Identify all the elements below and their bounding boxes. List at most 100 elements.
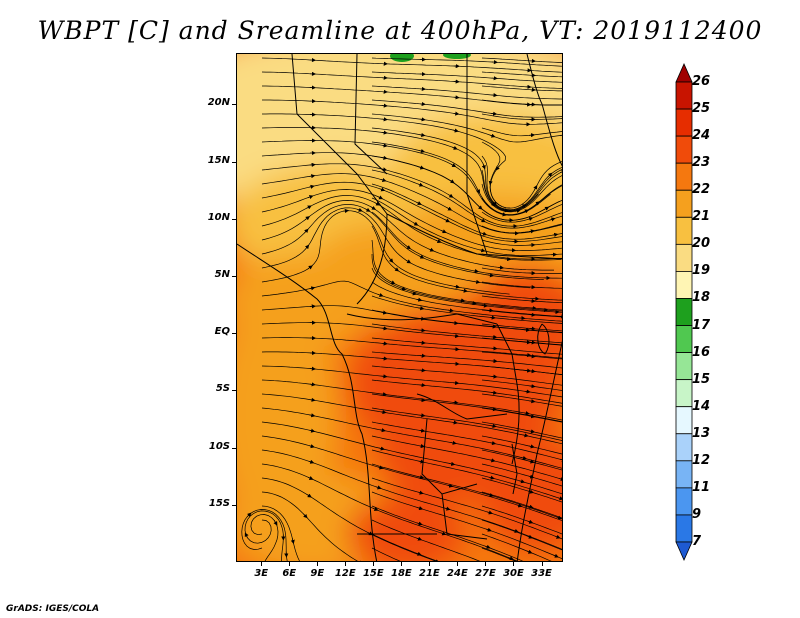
lon-tick [317, 562, 319, 566]
streamline-arrow [516, 503, 523, 508]
streamline-arrow [418, 459, 425, 464]
streamline-arrow [306, 493, 312, 498]
colorbar-box [675, 81, 693, 110]
colorbar-box [675, 162, 693, 191]
streamline-arrow [454, 284, 461, 289]
streamline [244, 510, 284, 561]
streamline-arrow [448, 193, 454, 198]
lat-tick [232, 504, 236, 506]
streamline-arrow [527, 216, 534, 221]
streamline-arrow [486, 510, 493, 515]
streamline-arrow [444, 506, 451, 511]
map-panel [236, 53, 563, 562]
streamline-arrow [560, 457, 562, 462]
streamline-arrow [491, 111, 498, 116]
streamline [481, 113, 562, 120]
streamline [481, 379, 562, 391]
streamline-arrow [552, 232, 559, 237]
streamline-arrow [527, 534, 533, 539]
streamline-arrow [485, 527, 492, 532]
streamline [371, 85, 562, 100]
colorbar-box [675, 514, 693, 543]
streamline-arrow [508, 556, 514, 561]
colorbar-label: 24 [692, 128, 711, 144]
streamline-arrow [451, 420, 458, 425]
streamline-arrow [377, 195, 384, 200]
streamline [371, 337, 562, 355]
streamline-arrow [307, 195, 314, 200]
streamline-arrow [529, 414, 536, 419]
streamline-arrow [381, 310, 388, 315]
streamline [371, 421, 562, 461]
streamline-arrow [309, 286, 316, 291]
streamline [371, 267, 562, 313]
lon-tick [289, 562, 291, 566]
streamline [371, 211, 562, 279]
border-line [416, 393, 508, 420]
streamline [371, 197, 562, 256]
colorbar-box [675, 108, 693, 137]
streamline-arrow [452, 145, 458, 150]
streamline-arrow [307, 476, 314, 480]
streamline-arrow [529, 399, 536, 404]
streamline-arrow [246, 512, 252, 518]
streamline [481, 204, 562, 223]
streamline [371, 365, 562, 386]
streamline-arrow [306, 205, 312, 210]
streamline-arrow [453, 111, 460, 116]
streamline-arrow [418, 306, 425, 311]
streamline-arrow [419, 117, 426, 122]
lon-tick [373, 562, 375, 566]
green-patches [390, 54, 471, 62]
streamline-arrow [378, 446, 385, 451]
lat-tick [232, 390, 236, 392]
streamline-arrow [528, 459, 535, 464]
streamline-arrow [417, 490, 424, 495]
colorbar-box [675, 216, 693, 245]
streamline [481, 365, 562, 376]
streamline [481, 491, 562, 519]
streamline-arrow [560, 169, 562, 174]
streamline-arrow [388, 257, 394, 263]
lon-label: 15E [362, 568, 384, 579]
streamline [481, 99, 562, 106]
streamline [481, 505, 562, 535]
streamline [371, 169, 562, 229]
streamline [371, 253, 562, 312]
streamline [371, 519, 481, 561]
streamline [481, 281, 562, 289]
streamline-arrow [290, 538, 295, 545]
field-blob [467, 264, 562, 384]
streamline-arrow [309, 428, 316, 433]
colorbar-bottom-arrow [675, 541, 693, 561]
streamlines [241, 57, 562, 561]
colorbar-box [675, 189, 693, 218]
streamline-arrow [381, 326, 388, 331]
streamline-arrow [526, 549, 533, 554]
streamline-arrow [411, 291, 418, 296]
streamline-arrow [556, 515, 562, 520]
streamline-arrow [428, 247, 435, 252]
streamline-arrow [380, 410, 387, 415]
streamline-arrow [528, 229, 535, 234]
streamline-arrow [304, 228, 309, 234]
streamline-arrow [357, 560, 363, 561]
streamline [371, 57, 562, 67]
streamline [481, 449, 562, 471]
streamline-arrow [488, 179, 493, 186]
streamline-arrow [440, 531, 447, 536]
colorbar-box [675, 271, 693, 299]
colorbar-label: 13 [692, 425, 711, 441]
streamline-arrow [380, 177, 387, 182]
border-line [511, 443, 518, 495]
streamline-arrow [529, 429, 536, 434]
streamline-arrow [418, 475, 425, 480]
streamline-arrow [521, 455, 528, 460]
colorbar-box [675, 325, 693, 353]
streamline [481, 421, 562, 439]
streamline [481, 253, 562, 260]
streamline-arrow [309, 397, 316, 402]
lat-label: 5N [214, 269, 230, 281]
streamline [481, 175, 562, 213]
streamline-arrow [452, 128, 459, 133]
